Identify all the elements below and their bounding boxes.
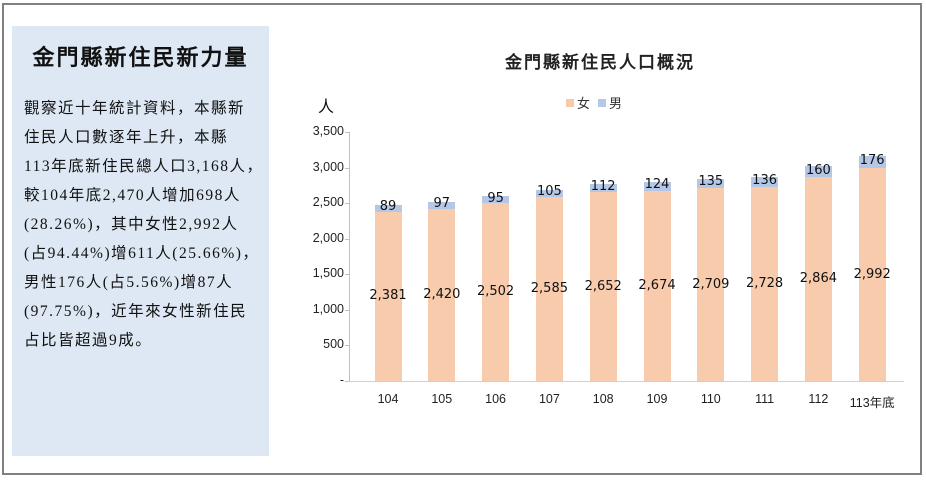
bar-female	[804, 177, 832, 381]
bar-male	[643, 181, 671, 191]
x-tick-label: 108	[592, 392, 614, 406]
bar-female	[535, 197, 563, 381]
x-tick-label: 109	[646, 392, 668, 406]
bar-female	[482, 203, 510, 381]
summary-line: (占94.44%)增611人(25.66%)，	[24, 245, 260, 262]
summary-line: 113年底新住民總人口3,168人，	[24, 158, 264, 175]
y-axis-line	[349, 132, 350, 382]
legend-swatch-male-icon	[598, 98, 607, 107]
y-tick-mark	[345, 203, 349, 205]
bar-female	[643, 190, 671, 381]
summary-line: 占比皆超過9成。	[24, 332, 153, 349]
legend-item-female: 女	[566, 93, 590, 112]
bar-male	[589, 184, 617, 193]
y-tick-mark	[345, 132, 349, 133]
summary-line: (28.26%)，其中女性2,992人	[24, 216, 239, 233]
y-tick-label: -	[339, 373, 344, 387]
bar-female	[858, 168, 886, 381]
data-label-male: 124	[644, 177, 670, 193]
x-tick-label: 107	[538, 392, 560, 406]
data-label-male: 95	[487, 190, 504, 206]
data-label-female: 2,709	[692, 276, 730, 292]
bar-female	[374, 211, 402, 381]
data-label-female: 2,728	[745, 275, 784, 291]
summary-line: 住民人口數逐年上升，本縣	[24, 129, 229, 146]
summary-panel: 金門縣新住民新力量 觀察近十年統計資料，本縣新 住民人口數逐年上升，本縣 113…	[12, 26, 269, 456]
legend-label: 女	[577, 97, 591, 112]
y-axis-unit: 人	[318, 97, 335, 116]
bar-male	[535, 189, 563, 198]
y-tick-label: 3,500	[312, 124, 344, 138]
bar-male	[751, 177, 779, 187]
data-label-female: 2,652	[584, 278, 622, 294]
bar-male	[804, 165, 832, 178]
bar-male	[858, 155, 886, 169]
data-label-male: 176	[859, 152, 885, 168]
legend-item-male: 男	[598, 93, 622, 112]
y-tick-label: 3,000	[312, 159, 344, 174]
data-label-male: 89	[379, 199, 397, 215]
summary-title: 金門縣新住民新力量	[32, 45, 249, 71]
data-label-male: 105	[536, 184, 562, 200]
data-label-female: 2,585	[530, 281, 568, 297]
y-tick-mark	[345, 381, 349, 382]
bar-female	[697, 188, 725, 381]
bar-male	[374, 205, 402, 212]
x-tick-label: 112	[808, 392, 829, 406]
y-tick-label: 1,500	[312, 266, 344, 281]
summary-line: 觀察近十年統計資料，本縣新	[24, 100, 246, 117]
summary-text: 觀察近十年統計資料，本縣新 住民人口數逐年上升，本縣 113年底新住民總人口3,…	[24, 94, 269, 355]
bar-male	[482, 196, 510, 203]
bar-male	[697, 178, 725, 189]
summary-line: 男性176人(占5.56%)增87人	[24, 274, 234, 291]
legend-label: 男	[609, 97, 623, 112]
y-tick-mark	[345, 167, 349, 169]
summary-line: (97.75%)，近年來女性新住民	[24, 303, 248, 320]
data-label-female: 2,674	[638, 277, 676, 293]
bar-female	[589, 192, 617, 381]
x-tick-label: 106	[485, 392, 507, 406]
data-label-male: 135	[698, 174, 724, 190]
x-tick-label: 111	[755, 392, 775, 406]
x-axis-line	[349, 381, 904, 382]
data-label-male: 136	[752, 173, 777, 189]
summary-line: 較104年底2,470人增加698人	[24, 187, 241, 204]
bar-female	[428, 208, 456, 381]
data-label-male: 160	[805, 162, 831, 178]
x-tick-label: 105	[431, 392, 453, 406]
x-tick-label: 104	[377, 392, 399, 406]
data-label-female: 2,864	[799, 271, 837, 287]
y-tick-mark	[345, 309, 349, 311]
chart-title: 金門縣新住民人口概況	[505, 53, 695, 73]
y-tick-label: 2,500	[312, 195, 344, 210]
data-label-female: 2,992	[853, 266, 891, 282]
y-tick-mark	[345, 274, 349, 276]
data-label-male: 97	[433, 196, 451, 212]
data-label-male: 112	[590, 179, 616, 195]
data-label-female: 2,420	[423, 286, 461, 302]
bar-female	[751, 186, 779, 381]
x-tick-label: 110	[700, 392, 721, 406]
x-tick-label: 113年底	[849, 396, 895, 410]
legend-swatch-female-icon	[566, 98, 574, 107]
y-tick-label: 500	[323, 337, 344, 352]
y-tick-mark	[345, 238, 349, 240]
data-label-female: 2,502	[476, 284, 515, 299]
data-label-female: 2,381	[369, 288, 407, 304]
chart-legend: 女 男	[566, 93, 626, 112]
y-tick-mark	[345, 345, 349, 347]
y-tick-label: 1,000	[312, 301, 344, 316]
bar-male	[428, 201, 456, 209]
y-tick-label: 2,000	[312, 230, 344, 245]
